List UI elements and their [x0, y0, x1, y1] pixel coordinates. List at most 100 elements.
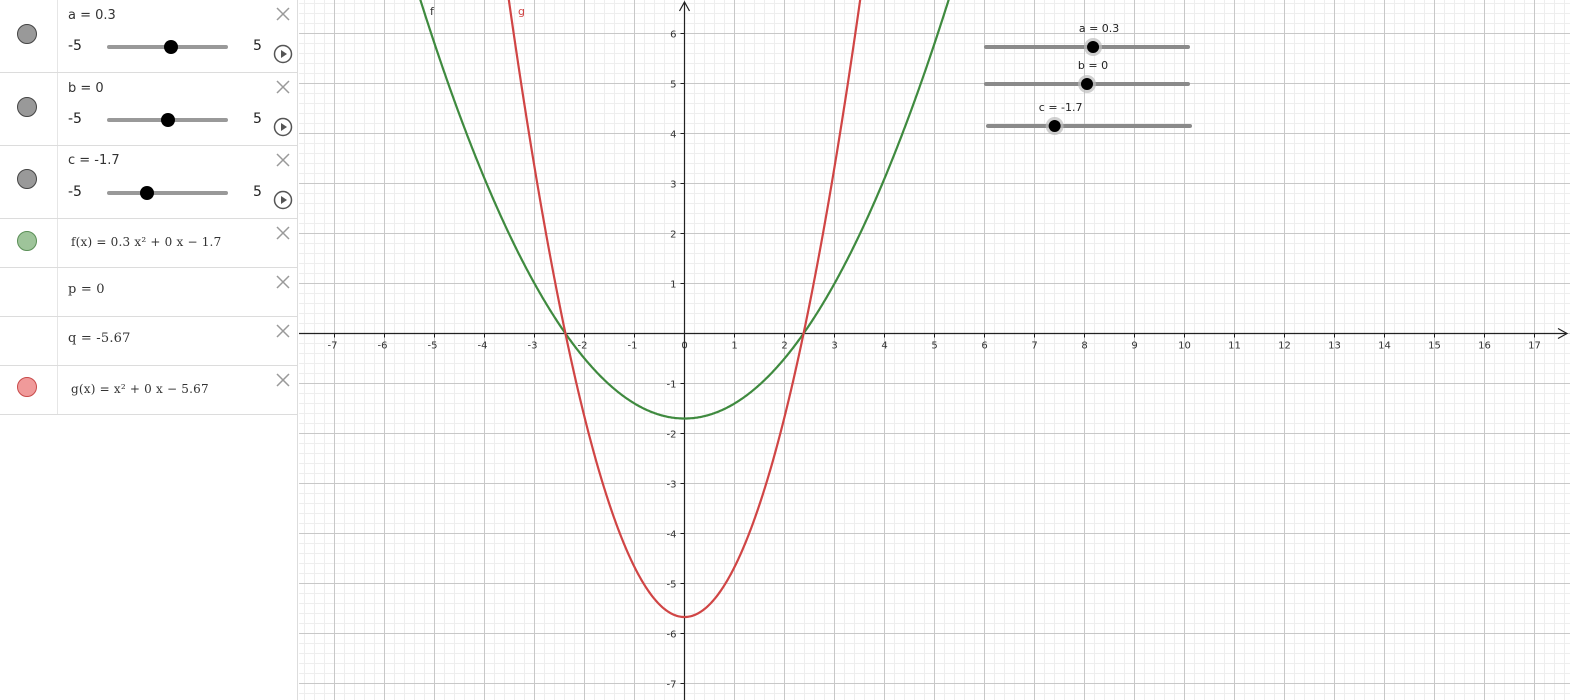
x-tick-label: 11 — [1228, 341, 1241, 352]
algebra-row-q[interactable]: q = -5.67 — [0, 317, 298, 366]
slider-b-max: 5 — [253, 111, 262, 127]
x-tick-label: 17 — [1528, 341, 1541, 352]
x-tick-label: -1 — [628, 341, 638, 352]
x-tick-label: 5 — [931, 341, 937, 352]
y-tick-label: -6 — [667, 630, 677, 641]
algebra-row-slider-c[interactable]: c = -1.7 -5 5 — [0, 146, 298, 219]
play-icon[interactable] — [273, 44, 293, 64]
x-tick-label: 12 — [1278, 341, 1291, 352]
function-g-definition[interactable]: g(x) = x² + 0 x − 5.67 — [71, 382, 209, 396]
graphics-sliders[interactable]: a = 0.3 b = 0 c = -1.7 — [984, 22, 1192, 135]
graphics-slider-label: b = 0 — [1078, 59, 1108, 72]
y-tick-label: -4 — [667, 530, 677, 541]
x-tick-label: 2 — [781, 341, 787, 352]
algebra-view: a = 0.3 -5 5 b = 0 -5 5 c = -1.7 -5 5 — [0, 0, 298, 700]
x-tick-label: -5 — [428, 341, 438, 352]
slider-a-max: 5 — [253, 38, 262, 54]
slider-a-knob[interactable] — [164, 40, 179, 54]
x-tick-label: 16 — [1478, 341, 1491, 352]
y-tick-label: 3 — [670, 180, 676, 191]
slider-c-knob[interactable] — [139, 186, 154, 200]
close-icon[interactable] — [274, 224, 292, 242]
y-tick-label: -1 — [667, 380, 677, 391]
visibility-toggle-c[interactable] — [17, 169, 37, 189]
y-tick-label: 5 — [670, 80, 676, 91]
x-axis-arrow-icon — [1557, 327, 1569, 340]
x-tick-label: 6 — [981, 341, 987, 352]
y-tick-label: -5 — [667, 580, 677, 591]
algebra-row-slider-b[interactable]: b = 0 -5 5 — [0, 73, 298, 146]
x-tick-label: 1 — [731, 341, 737, 352]
close-icon[interactable] — [274, 151, 292, 169]
slider-b-knob[interactable] — [160, 113, 175, 127]
slider-b-definition[interactable]: b = 0 — [68, 81, 104, 96]
y-tick-label: 6 — [670, 30, 676, 41]
x-tick-label: -6 — [378, 341, 388, 352]
x-tick-label: 13 — [1328, 341, 1341, 352]
visibility-toggle-a[interactable] — [17, 24, 37, 44]
y-tick-label: -3 — [667, 480, 677, 491]
algebra-row-function-f[interactable]: f(x) = 0.3 x² + 0 x − 1.7 — [0, 219, 298, 268]
y-tick-label: 2 — [670, 230, 676, 241]
y-tick-label: -2 — [667, 430, 677, 441]
x-tick-label: 7 — [1031, 341, 1037, 352]
function-g-label: g — [518, 5, 525, 18]
marker-column — [0, 268, 58, 316]
close-icon[interactable] — [274, 5, 292, 23]
x-tick-label: -4 — [478, 341, 488, 352]
graphics-slider-knob[interactable] — [1081, 78, 1093, 90]
close-icon[interactable] — [274, 322, 292, 340]
algebra-row-function-g[interactable]: g(x) = x² + 0 x − 5.67 — [0, 366, 298, 415]
slider-c-min: -5 — [68, 184, 82, 200]
slider-b-min: -5 — [68, 111, 82, 127]
slider-c-definition[interactable]: c = -1.7 — [68, 153, 120, 168]
slider-c-max: 5 — [253, 184, 262, 200]
x-tick-label: -3 — [528, 341, 538, 352]
marker-column — [0, 366, 58, 414]
slider-a-min: -5 — [68, 38, 82, 54]
x-tick-label: 15 — [1428, 341, 1441, 352]
marker-column — [0, 146, 58, 218]
marker-column — [0, 0, 58, 72]
x-tick-label: 8 — [1081, 341, 1087, 352]
number-q-definition[interactable]: q = -5.67 — [68, 331, 131, 346]
graphics-slider-label: a = 0.3 — [1079, 22, 1119, 35]
x-tick-label: -7 — [328, 341, 338, 352]
graphics-slider-knob[interactable] — [1048, 120, 1061, 132]
close-icon[interactable] — [274, 273, 292, 291]
close-icon[interactable] — [274, 78, 292, 96]
graphics-view[interactable]: -7 -6 -5 -4 -3 -2 -1 0 1 2 3 4 5 6 7 8 9 10 11 12 13 14 15 16 17… — [299, 0, 1570, 700]
algebra-row-slider-a[interactable]: a = 0.3 -5 5 — [0, 0, 298, 73]
tick-labels: -7 -6 -5 -4 -3 -2 -1 0 1 2 3 4 5 6 7 8 9 10 11 12 13 14 15 16 17… — [328, 30, 1541, 691]
slider-c-track[interactable] — [107, 186, 228, 200]
function-g-curve[interactable] — [483, 0, 886, 619]
graphics-slider-knob[interactable] — [1087, 41, 1100, 53]
function-f-curve[interactable] — [364, 0, 1005, 420]
axes — [299, 0, 1569, 700]
visibility-toggle-b[interactable] — [17, 97, 37, 117]
function-curves[interactable] — [364, 0, 1005, 619]
play-icon[interactable] — [273, 190, 293, 210]
coordinate-plane[interactable]: -7 -6 -5 -4 -3 -2 -1 0 1 2 3 4 5 6 7 8 9 10 11 12 13 14 15 16 17… — [299, 0, 1570, 700]
marker-column — [0, 317, 58, 365]
close-icon[interactable] — [274, 371, 292, 389]
slider-b-track[interactable] — [107, 113, 228, 127]
function-f-definition[interactable]: f(x) = 0.3 x² + 0 x − 1.7 — [71, 235, 222, 249]
x-tick-label: -2 — [578, 341, 588, 352]
algebra-row-p[interactable]: p = 0 — [0, 268, 298, 317]
visibility-toggle-g[interactable] — [17, 377, 37, 397]
y-tick-label: -7 — [667, 680, 677, 691]
slider-a-definition[interactable]: a = 0.3 — [68, 8, 116, 23]
y-tick-label: 4 — [670, 130, 676, 141]
x-tick-label: 3 — [831, 341, 837, 352]
x-tick-label: 10 — [1178, 341, 1191, 352]
y-axis-arrow-icon — [678, 0, 691, 12]
visibility-toggle-f[interactable] — [17, 231, 37, 251]
x-tick-label: 9 — [1131, 341, 1137, 352]
play-icon[interactable] — [273, 117, 293, 137]
number-p-definition[interactable]: p = 0 — [68, 282, 105, 297]
slider-a-track[interactable] — [107, 40, 228, 54]
graphics-slider-label: c = -1.7 — [1039, 101, 1083, 114]
x-tick-label: 0 — [681, 341, 687, 352]
